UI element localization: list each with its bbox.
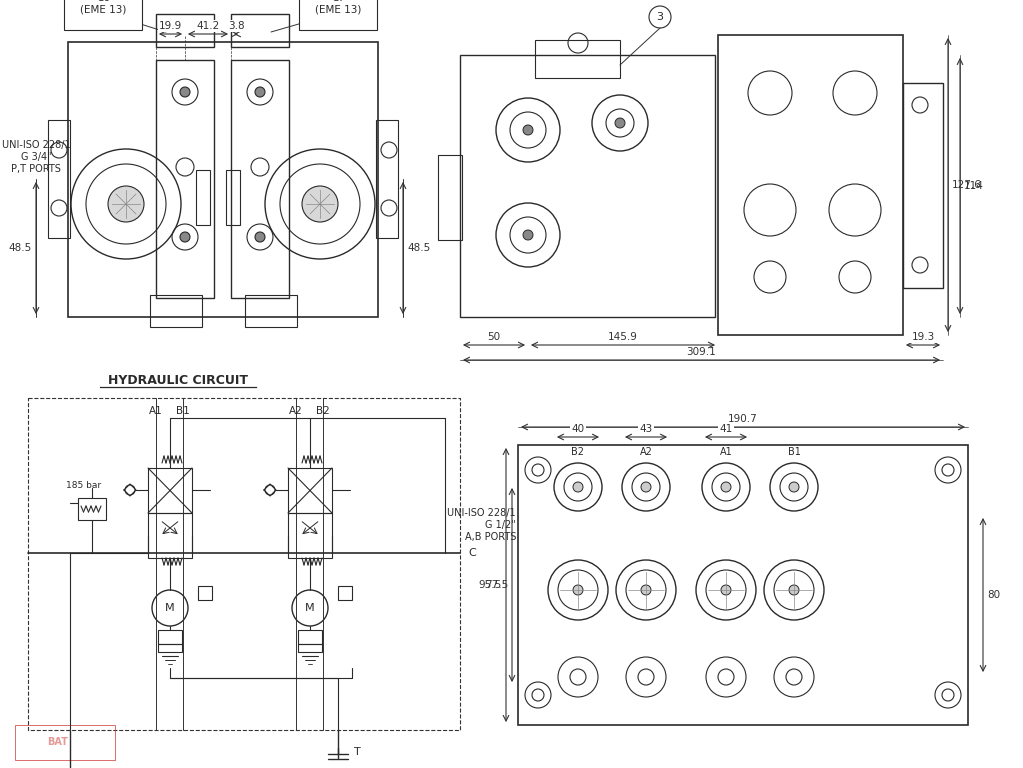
Circle shape [255, 232, 265, 242]
Text: 19.9: 19.9 [159, 21, 182, 31]
Text: C: C [468, 548, 476, 558]
Bar [28, 398, 460, 730]
Bar [438, 155, 462, 240]
Text: M: M [305, 603, 315, 613]
Bar [231, 60, 290, 298]
Text: 43: 43 [639, 424, 653, 434]
Text: UNI-ISO 228/1
G 3/4"
P,T PORTS: UNI-ISO 228/1 G 3/4" P,T PORTS [2, 141, 71, 174]
Bar [718, 35, 903, 335]
Bar [158, 644, 182, 652]
Bar [148, 468, 192, 513]
Text: 77.5: 77.5 [485, 580, 508, 590]
Bar [78, 498, 106, 520]
Text: 19.3: 19.3 [911, 332, 935, 342]
Circle shape [615, 118, 625, 128]
Bar [158, 630, 182, 644]
Bar [376, 120, 398, 238]
Circle shape [180, 232, 190, 242]
Text: 145.9: 145.9 [608, 332, 638, 342]
Circle shape [641, 482, 651, 492]
Text: A2: A2 [290, 406, 303, 416]
Text: T: T [354, 747, 361, 757]
Text: 3: 3 [657, 12, 664, 22]
Circle shape [789, 585, 799, 595]
Text: 48.5: 48.5 [407, 243, 431, 253]
Text: A2: A2 [639, 447, 653, 457]
Bar [148, 513, 192, 558]
Circle shape [789, 482, 799, 492]
Bar [198, 586, 212, 600]
Bar [288, 513, 332, 558]
Circle shape [523, 125, 533, 135]
Text: UNI-ISO 228/1
G 1/2"
A,B PORTS: UNI-ISO 228/1 G 1/2" A,B PORTS [447, 508, 516, 541]
Circle shape [523, 230, 533, 240]
Text: 114: 114 [964, 181, 984, 191]
Circle shape [721, 482, 731, 492]
Circle shape [108, 186, 144, 222]
Text: HYDRAULIC CIRCUIT: HYDRAULIC CIRCUIT [108, 373, 248, 386]
Bar [48, 120, 70, 238]
Bar [196, 170, 210, 225]
Bar [288, 468, 332, 513]
Bar [460, 55, 715, 317]
Bar [155, 60, 214, 298]
Text: A1: A1 [719, 447, 732, 457]
Text: 127.6: 127.6 [952, 180, 982, 190]
Text: 40: 40 [572, 424, 584, 434]
Text: 41.2: 41.2 [196, 21, 220, 31]
Text: B1: B1 [788, 447, 800, 457]
Bar [518, 445, 968, 725]
Circle shape [302, 186, 338, 222]
Text: B1: B1 [176, 406, 190, 416]
Bar [298, 630, 322, 644]
Text: 3.8: 3.8 [228, 21, 244, 31]
Bar [226, 170, 240, 225]
Bar [298, 644, 322, 652]
Text: 50: 50 [487, 332, 500, 342]
Text: A1: A1 [149, 406, 163, 416]
Bar [150, 295, 202, 327]
Circle shape [573, 585, 583, 595]
Bar [535, 40, 620, 78]
Bar [231, 14, 290, 47]
Circle shape [255, 87, 265, 97]
Text: 309.1: 309.1 [686, 347, 716, 357]
Circle shape [641, 585, 651, 595]
Text: 48.5: 48.5 [9, 243, 32, 253]
Text: M: M [165, 603, 175, 613]
Text: 41: 41 [719, 424, 732, 434]
Text: B2: B2 [572, 447, 584, 457]
Bar [338, 586, 352, 600]
Text: 185 bar: 185 bar [66, 481, 101, 490]
Circle shape [573, 482, 583, 492]
Bar [155, 14, 214, 47]
Text: C6
(EME 13): C6 (EME 13) [80, 0, 126, 15]
Text: 80: 80 [987, 590, 1000, 600]
Circle shape [721, 585, 731, 595]
Text: BAT: BAT [47, 737, 69, 747]
Bar [15, 725, 115, 760]
Bar [68, 42, 379, 317]
Circle shape [180, 87, 190, 97]
Text: C7
(EME 13): C7 (EME 13) [315, 0, 361, 15]
Text: 190.7: 190.7 [728, 414, 758, 424]
Text: 95.5: 95.5 [479, 580, 502, 590]
Text: B2: B2 [316, 406, 329, 416]
Bar [244, 295, 297, 327]
Bar [903, 83, 943, 288]
